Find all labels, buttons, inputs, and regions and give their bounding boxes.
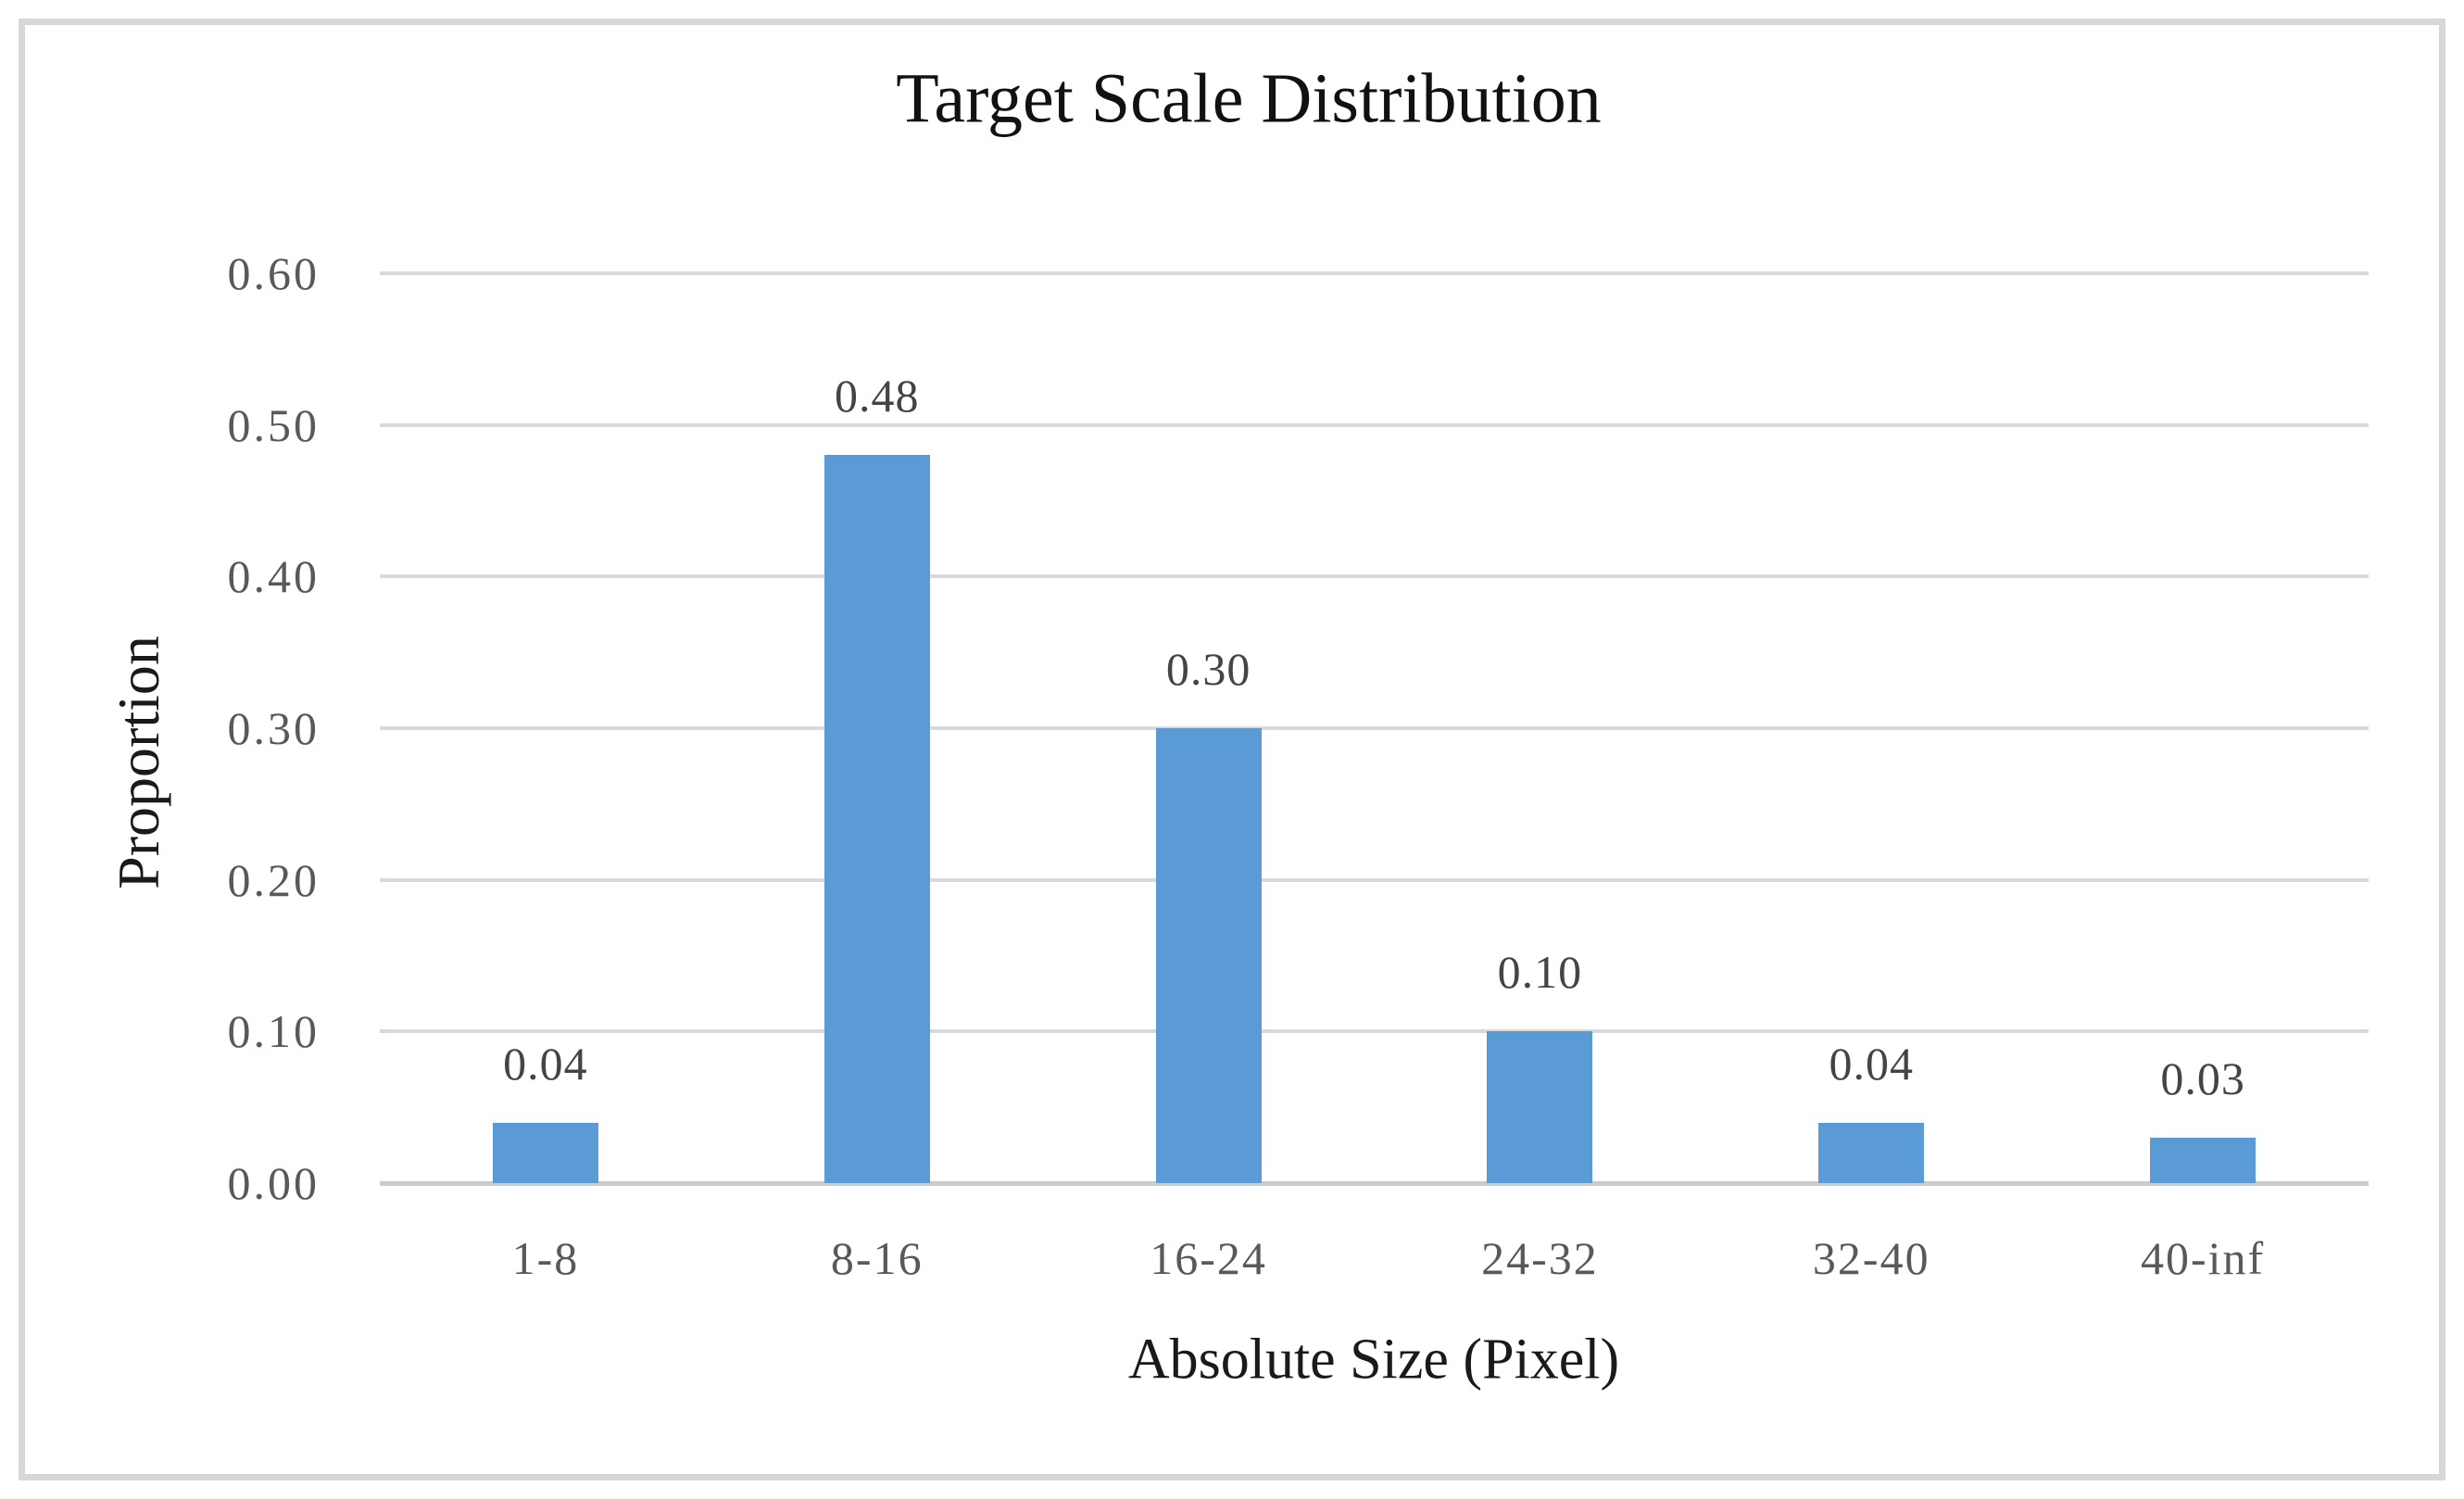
bar-value-label: 0.03 xyxy=(2160,1052,2245,1104)
y-tick-label: 0.30 xyxy=(227,702,320,754)
gridline xyxy=(380,574,2369,579)
gridline xyxy=(380,422,2369,427)
y-tick-label: 0.20 xyxy=(227,853,320,906)
gridline xyxy=(380,1029,2369,1034)
y-tick-label: 0.40 xyxy=(227,550,320,603)
chart-title: Target Scale Distribution xyxy=(896,59,1602,138)
x-tick-label: 32-40 xyxy=(1812,1232,1930,1284)
bar-value-label: 0.04 xyxy=(503,1037,588,1090)
y-tick-label: 0.10 xyxy=(227,1005,320,1058)
x-axis-title: Absolute Size (Pixel) xyxy=(1127,1328,1620,1392)
x-tick-label: 16-24 xyxy=(1150,1232,1267,1284)
bar-value-label: 0.48 xyxy=(835,370,920,422)
x-tick-label: 8-16 xyxy=(830,1232,924,1284)
y-tick-label: 0.60 xyxy=(227,247,320,299)
gridline xyxy=(380,877,2369,882)
bar xyxy=(1155,728,1262,1183)
y-tick-label: 0.00 xyxy=(227,1157,320,1209)
plot-area: 0.04 0.48 0.30 0.10 0.04 0.03 xyxy=(380,271,2369,1186)
gridline xyxy=(380,271,2369,275)
y-tick-label: 0.50 xyxy=(227,398,320,451)
x-axis-line xyxy=(380,1181,2369,1186)
bar xyxy=(492,1122,598,1183)
y-axis-title: Proportion xyxy=(106,636,171,889)
gridline xyxy=(380,726,2369,730)
x-tick-label: 1-8 xyxy=(511,1232,580,1284)
bar-value-label: 0.10 xyxy=(1497,946,1583,999)
bar-value-label: 0.04 xyxy=(1829,1037,1914,1090)
x-tick-label: 40-inf xyxy=(2140,1232,2266,1284)
bar xyxy=(2150,1137,2257,1183)
bar xyxy=(823,455,930,1183)
x-tick-label: 24-32 xyxy=(1481,1232,1599,1284)
bar xyxy=(1818,1122,1925,1183)
bar xyxy=(1487,1031,1593,1183)
bar-value-label: 0.30 xyxy=(1165,643,1251,695)
